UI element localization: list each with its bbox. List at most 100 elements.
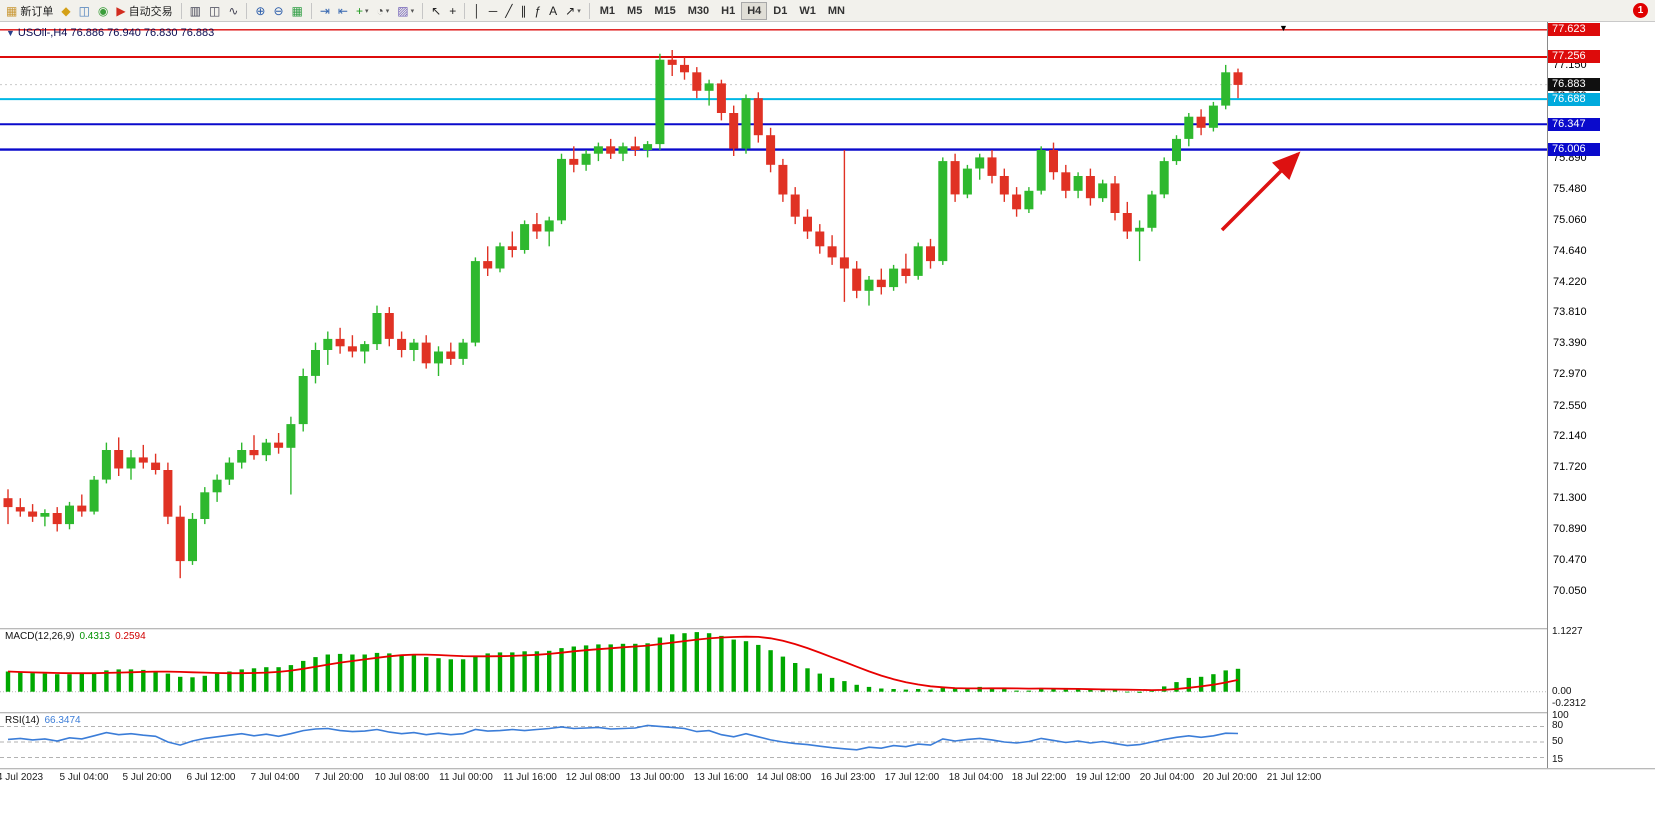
price-tag-76.347: 76.347 <box>1548 118 1600 131</box>
data-window-button[interactable]: ◫ <box>75 1 94 21</box>
timeframe-m5-button[interactable]: M5 <box>627 4 643 17</box>
rsi-panel-label: RSI(14) 66.3474 <box>5 715 81 726</box>
time-label: 21 Jul 12:00 <box>1266 772 1322 783</box>
candlestick-chart[interactable] <box>0 22 1547 628</box>
crosshair-icon: + <box>449 3 457 18</box>
price-axis[interactable]: 77.15076.73076.31075.89075.48075.06074.6… <box>1547 22 1655 768</box>
bar-chart-button[interactable]: ▥ <box>186 1 205 21</box>
chart-ohlc-readout: ▼ USOil-,H4 76.886 76.940 76.830 76.883 <box>6 27 214 39</box>
timeframe-m15-button[interactable]: M15 <box>654 4 676 17</box>
price-tag-76.006: 76.006 <box>1548 143 1600 156</box>
notification-badge[interactable]: 1 <box>1633 3 1648 18</box>
one-click-trading-icon[interactable]: ▼ <box>6 28 15 38</box>
price-tick: 77.150 <box>1553 59 1587 71</box>
toolbar-separator <box>464 2 466 19</box>
chart-shift-button[interactable]: ⇤ <box>334 1 352 21</box>
time-label: 19 Jul 12:00 <box>1075 772 1131 783</box>
crosshair-button[interactable]: + <box>445 1 460 21</box>
macd-signal-value: 0.2594 <box>115 631 146 642</box>
line-chart-button[interactable]: ∿ <box>224 1 242 21</box>
market-watch-button[interactable]: ◆ <box>57 1 74 21</box>
text-icon: A <box>549 3 558 18</box>
bar-chart-icon: ▥ <box>189 3 201 18</box>
zoom-out-button[interactable]: ⊖ <box>269 1 287 21</box>
time-label: 20 Jul 04:00 <box>1139 772 1195 783</box>
navigator-icon: ◉ <box>97 3 109 18</box>
timeframe-m1-button[interactable]: M1 <box>599 4 616 17</box>
panel-separator[interactable] <box>0 628 1655 630</box>
text-button[interactable]: A <box>545 1 561 21</box>
candlestick-chart-button[interactable]: ◫ <box>205 1 224 21</box>
timeframe-h1-button[interactable]: H1 <box>721 4 736 17</box>
auto-scroll-button[interactable]: ⇥ <box>316 1 334 21</box>
timeframe-h4-button[interactable]: H4 <box>741 1 768 20</box>
price-tag-77.623: 77.623 <box>1548 23 1600 36</box>
toolbar-separator <box>422 2 424 19</box>
price-tick: 72.140 <box>1553 430 1587 442</box>
fibonacci-button[interactable]: ƒ <box>530 1 545 21</box>
price-tick: 73.390 <box>1553 337 1587 349</box>
time-label: 14 Jul 08:00 <box>756 772 812 783</box>
time-label: 6 Jul 12:00 <box>186 772 236 783</box>
navigator-button[interactable]: ◉ <box>94 1 112 21</box>
cursor-button[interactable]: ↖ <box>427 1 445 21</box>
time-label: 7 Jul 04:00 <box>250 772 300 783</box>
timeframe-w1-button[interactable]: W1 <box>799 4 816 17</box>
time-label: 11 Jul 00:00 <box>439 772 493 783</box>
dropdown-arrow-icon[interactable]: ▾ <box>385 7 390 15</box>
new-order-button[interactable]: ▦ 新订单 <box>2 1 57 21</box>
shapes-button[interactable]: ↗ ▾ <box>561 1 585 21</box>
tile-windows-button[interactable]: ▦ <box>288 1 307 21</box>
macd-axis-label: 0.00 <box>1552 686 1572 697</box>
toolbar-separator <box>180 2 182 19</box>
macd-panel-label: MACD(12,26,9) 0.4313 0.2594 <box>5 631 146 642</box>
autotrading-button-label: 自动交易 <box>128 5 173 18</box>
rsi-panel[interactable] <box>0 712 1547 768</box>
timeframe-m30-button[interactable]: M30 <box>687 4 710 17</box>
zoom-out-icon: ⊖ <box>273 3 284 18</box>
price-tag-76.883: 76.883 <box>1548 78 1600 91</box>
autotrading-button[interactable]: ▶ 自动交易 <box>112 1 176 21</box>
time-label: 13 Jul 16:00 <box>693 772 749 783</box>
panel-separator[interactable] <box>0 712 1655 714</box>
panel-separator[interactable] <box>0 768 1655 770</box>
rsi-axis-label: 50 <box>1552 736 1564 747</box>
shapes-icon: ↗ <box>565 3 576 18</box>
dropdown-arrow-icon[interactable]: ▾ <box>410 7 415 15</box>
rsi-value: 66.3474 <box>44 715 81 726</box>
chart-shift-icon: ⇤ <box>337 3 348 18</box>
tile-windows-icon: ▦ <box>291 3 303 18</box>
zoom-in-button[interactable]: ⊕ <box>251 1 269 21</box>
horizontal-line-icon: ─ <box>488 3 498 18</box>
vertical-line-icon: │ <box>473 3 481 18</box>
price-tick: 72.970 <box>1553 368 1587 380</box>
toolbar-separator <box>588 2 590 19</box>
templates-icon: ▨ <box>397 3 409 18</box>
time-label: 4 Jul 2023 <box>0 772 44 783</box>
auto-scroll-icon: ⇥ <box>319 3 330 18</box>
data-window-icon: ◫ <box>78 3 90 18</box>
macd-main-value: 0.4313 <box>79 631 111 642</box>
periods-button[interactable]: ◔ ▾ <box>373 1 394 21</box>
toolbar: ▦ 新订单 ◆ ◫ ◉ ▶ 自动交易 ▥ ◫ ∿ ⊕ ⊖ ▦ ⇥ ⇤ + ▾ ◔ ▾ ▨ ▾ ↖ + │ ─ ╱ ∥ ƒ A ↗ ▾ M1 M5… <box>0 0 1655 22</box>
price-tick: 70.470 <box>1553 554 1587 566</box>
timeframe-mn-button[interactable]: MN <box>827 4 845 17</box>
price-tick: 72.550 <box>1553 400 1587 412</box>
vertical-line-button[interactable]: │ <box>469 1 485 21</box>
channel-button[interactable]: ∥ <box>516 1 530 21</box>
price-tick: 75.060 <box>1553 214 1587 226</box>
dropdown-arrow-icon[interactable]: ▾ <box>577 7 581 15</box>
macd-panel[interactable] <box>0 628 1547 712</box>
price-tick: 75.480 <box>1553 183 1587 195</box>
timeframe-d1-button[interactable]: D1 <box>773 4 788 17</box>
chart-shift-marker-icon[interactable]: ▼ <box>1279 23 1288 33</box>
trendline-button[interactable]: ╱ <box>501 1 516 21</box>
indicators-button[interactable]: + ▾ <box>352 1 373 21</box>
macd-axis-label: -0.2312 <box>1552 698 1586 709</box>
time-label: 10 Jul 08:00 <box>374 772 430 783</box>
templates-button[interactable]: ▨ ▾ <box>393 1 418 21</box>
horizontal-line-button[interactable]: ─ <box>485 1 502 21</box>
price-tick: 75.890 <box>1553 152 1587 164</box>
dropdown-arrow-icon[interactable]: ▾ <box>365 7 369 15</box>
